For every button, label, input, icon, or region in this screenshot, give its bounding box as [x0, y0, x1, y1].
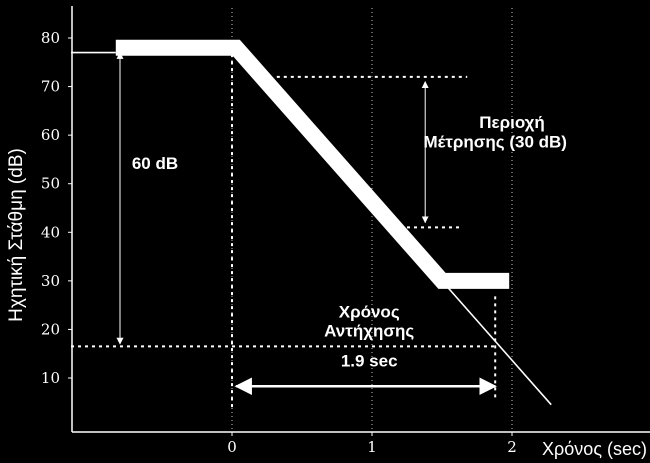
- axes: [71, 6, 650, 433]
- y-tick-label-7: 10: [41, 369, 60, 387]
- arrows-group: [116, 51, 497, 396]
- y-tick-label-3: 50: [41, 175, 60, 193]
- x-axis-label: Χρόνος (sec): [542, 439, 647, 459]
- x-tick-label-0: 0: [227, 438, 237, 456]
- annotation-5: 1.9 sec: [341, 351, 398, 370]
- y-tick-label-5: 30: [41, 272, 60, 290]
- annotation-0: 60 dB: [132, 154, 178, 173]
- tick-labels: 80 70 60 50 40 30 20 10 0 1 2: [41, 29, 517, 456]
- annotation-1: Περιοχή: [479, 113, 545, 132]
- grid-lines: [231, 8, 513, 432]
- x-tick-label-1: 1: [367, 438, 377, 456]
- y-tick-label-2: 60: [41, 126, 60, 144]
- x-tick-label-2: 2: [507, 438, 517, 456]
- annotation-4: Αντήχησης: [324, 322, 414, 341]
- series-line-0: [115, 39, 510, 289]
- series-line-2: [441, 280, 552, 406]
- series-group: [71, 39, 552, 406]
- y-tick-label-6: 20: [41, 320, 60, 338]
- annotation-3: Χρόνος: [339, 302, 400, 321]
- y-tick-label-1: 70: [41, 78, 60, 96]
- y-tick-label-4: 40: [41, 223, 60, 241]
- y-axis-label: Ηχητική Στάθμη (dB): [6, 148, 27, 322]
- y-tick-label-0: 80: [41, 29, 60, 47]
- annotation-2: Μέτρησης (30 dB): [423, 132, 567, 151]
